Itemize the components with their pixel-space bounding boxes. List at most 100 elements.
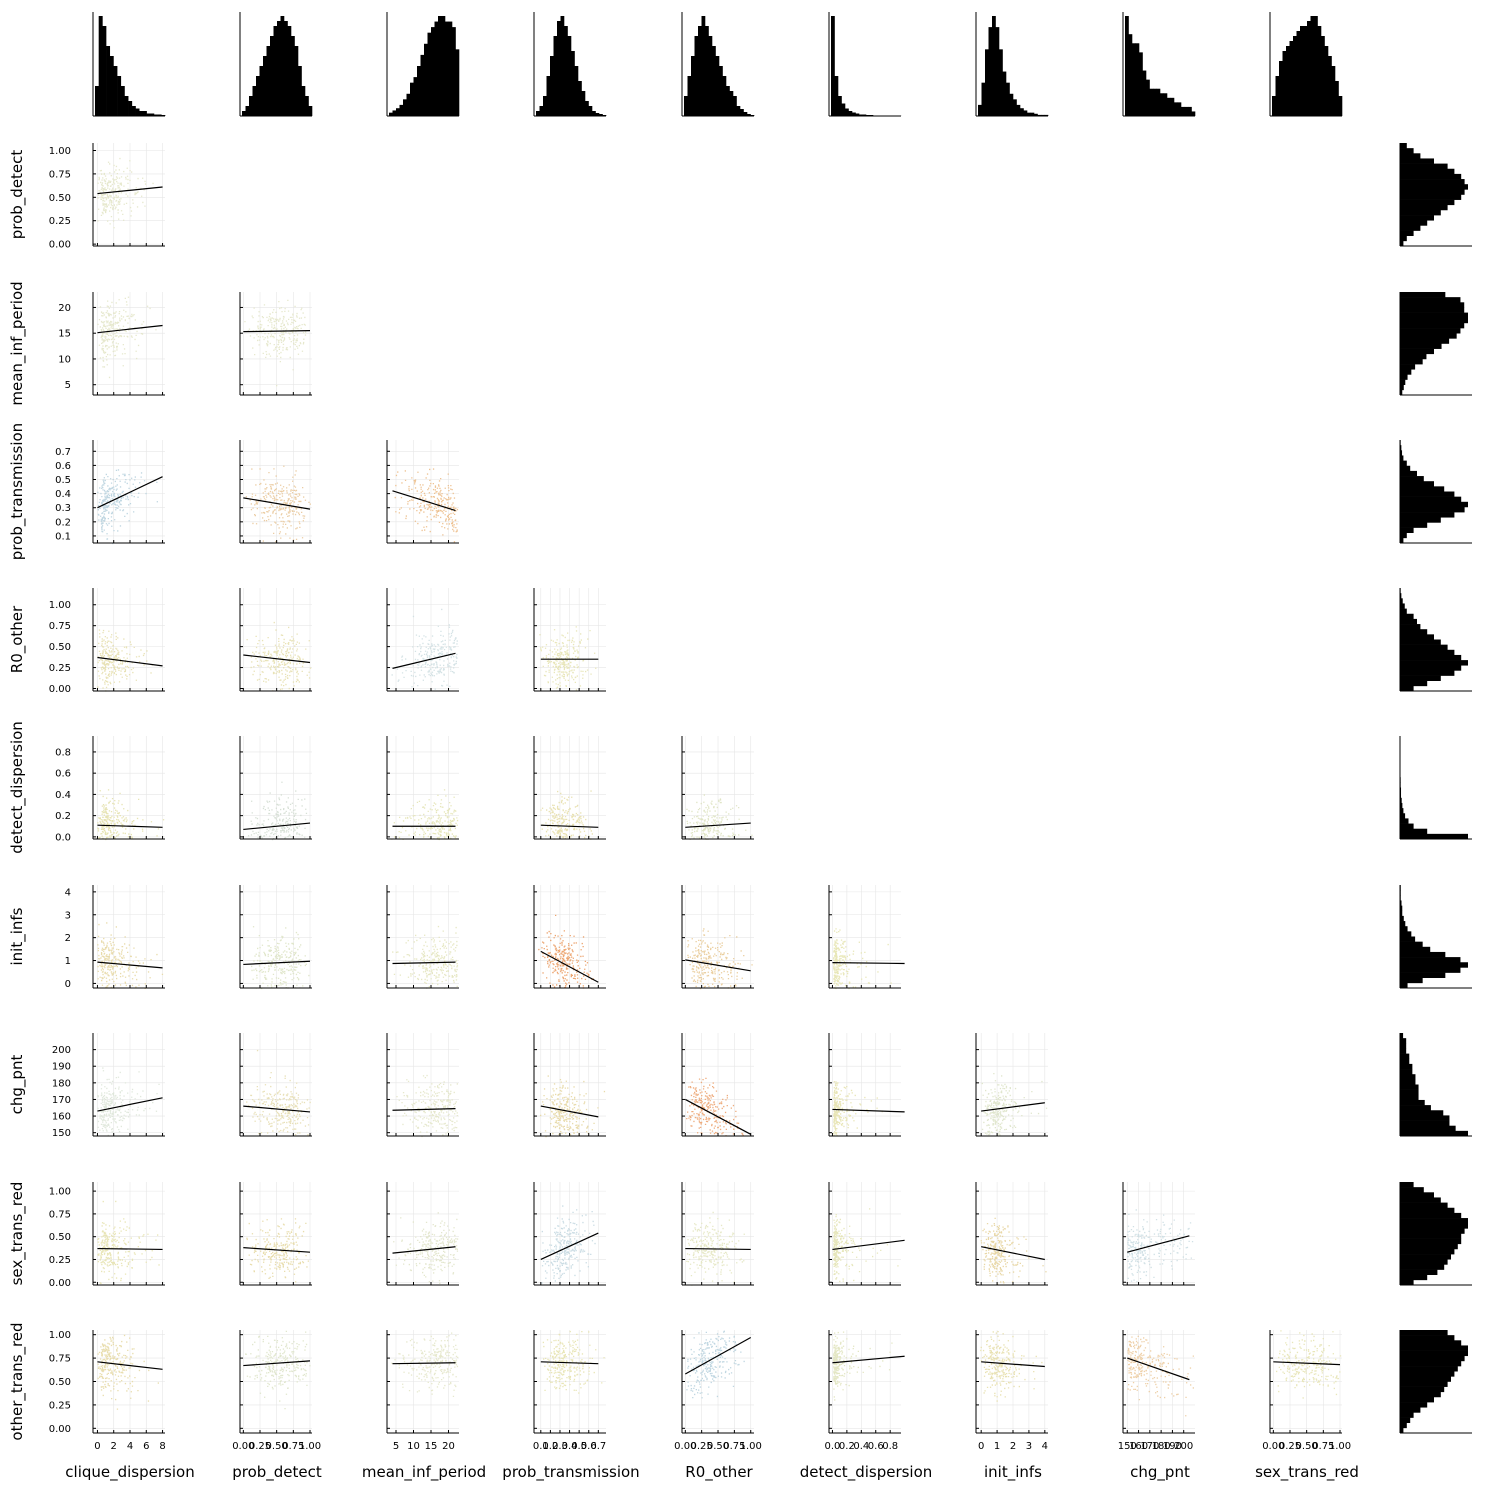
hist-bar-chg_pnt <box>1149 88 1154 116</box>
rhist-bar-mean_inf_period <box>1400 297 1461 303</box>
fit-line-init_infs-vs-mean_inf_period <box>392 961 456 965</box>
hist-bar-R0_other <box>747 114 751 116</box>
rhist-bar-sex_trans_red <box>1400 1264 1445 1270</box>
fit-line-sex_trans_red-vs-chg_pnt <box>1127 1235 1190 1253</box>
rhist-bar-R0_other <box>1400 603 1405 609</box>
x-tick-label-R0_other: 1.00 <box>740 1441 762 1452</box>
hist-bar-clique_dispersion <box>153 114 158 116</box>
fit-line-sex_trans_red-vs-clique_dispersion <box>97 1247 163 1251</box>
hist-bar-R0_other <box>694 36 699 116</box>
hist-bar-prob_detect <box>266 46 271 116</box>
hist-bar-init_infs <box>1016 104 1021 116</box>
rhist-bar-sex_trans_red <box>1400 1197 1441 1203</box>
y-tick-label-detect_dispersion: 0.2 <box>55 811 71 822</box>
rhist-bar-R0_other <box>1400 670 1455 676</box>
hist-bar-init_infs <box>978 104 982 116</box>
fit-line-chg_pnt-vs-prob_transmission <box>540 1105 599 1118</box>
x-tick-label-prob_transmission: 0.7 <box>590 1441 606 1452</box>
hist-bar-chg_pnt <box>1174 102 1178 116</box>
scatter-points-other_trans_red-vs-mean_inf_period <box>391 1332 459 1397</box>
rhist-bar-R0_other <box>1400 644 1448 651</box>
rhist-bar-init_infs <box>1400 951 1446 958</box>
hist-bar-mean_inf_period <box>427 32 432 116</box>
rhist-bar-other_trans_red <box>1400 1407 1421 1413</box>
rhist-bar-other_trans_red <box>1400 1391 1441 1398</box>
hist-bar-clique_dispersion <box>131 106 136 116</box>
x-tick-label-prob_detect: 0.00 <box>232 1441 254 1452</box>
scatter-points-chg_pnt-vs-prob_transmission <box>540 1075 606 1138</box>
rhist-bar-R0_other <box>1400 588 1401 594</box>
rhist-bar-prob_transmission <box>1400 455 1404 461</box>
col-label-detect_dispersion: detect_dispersion <box>800 1463 933 1482</box>
rhist-bar-prob_transmission <box>1400 450 1403 456</box>
hist-bar-detect_dispersion <box>841 103 846 116</box>
fit-line-other_trans_red-vs-R0_other <box>685 1336 752 1375</box>
rhist-bar-mean_inf_period <box>1400 369 1412 375</box>
rhist-bar-chg_pnt <box>1400 1058 1410 1065</box>
rhist-bar-init_infs <box>1400 982 1408 989</box>
hist-bar-detect_dispersion <box>845 108 849 116</box>
rhist-bar-sex_trans_red <box>1400 1187 1424 1193</box>
hist-bar-prob_detect <box>305 96 309 116</box>
rhist-bar-chg_pnt <box>1400 1048 1407 1054</box>
hist-bar-R0_other <box>736 106 741 116</box>
fit-line-chg_pnt-vs-R0_other <box>685 1098 752 1135</box>
hist-bar-prob_transmission <box>599 114 603 116</box>
rhist-bar-mean_inf_period <box>1400 307 1465 313</box>
scatter-points-R0_other-vs-prob_transmission <box>539 626 597 691</box>
hist-bar-prob_detect <box>301 86 306 116</box>
y-tick-label-prob_detect: 0.25 <box>49 216 71 227</box>
col-label-chg_pnt: chg_pnt <box>1130 1463 1190 1482</box>
rhist-bar-init_infs <box>1400 967 1461 973</box>
hist-bar-prob_transmission <box>574 66 579 116</box>
row-label-sex_trans_red: sex_trans_red <box>8 1182 27 1286</box>
x-tick-label-detect_dispersion: 0.0 <box>824 1441 840 1452</box>
scatter-points-prob_transmission-vs-mean_inf_period <box>394 468 459 543</box>
hist-bar-detect_dispersion <box>876 115 881 116</box>
y-tick-label-R0_other: 0.00 <box>49 684 71 695</box>
scatter-points-init_infs-vs-clique_dispersion <box>97 922 164 989</box>
rhist-bar-other_trans_red <box>1400 1402 1428 1408</box>
hist-bar-prob_detect <box>294 46 299 116</box>
hist-bar-prob_transmission <box>539 106 544 116</box>
hist-bar-mean_inf_period <box>431 27 435 116</box>
x-tick-label-chg_pnt: 200 <box>1174 1441 1193 1452</box>
rhist-bar-mean_inf_period <box>1400 364 1416 370</box>
rhist-bar-chg_pnt <box>1400 1094 1419 1101</box>
hist-bar-prob_transmission <box>543 96 547 116</box>
rhist-bar-prob_detect <box>1400 148 1414 154</box>
hist-bar-chg_pnt <box>1142 70 1147 116</box>
y-tick-label-mean_inf_period: 5 <box>65 380 71 391</box>
rhist-bar-other_trans_red <box>1400 1412 1414 1418</box>
rhist-bar-prob_transmission <box>1400 440 1401 446</box>
scatter-points-sex_trans_red-vs-detect_dispersion <box>833 1208 899 1283</box>
x-tick-label-R0_other: 0.25 <box>691 1441 713 1452</box>
hist-bar-chg_pnt <box>1125 16 1129 116</box>
y-tick-label-detect_dispersion: 0.4 <box>55 790 71 801</box>
rhist-bar-prob_transmission <box>1400 527 1414 533</box>
hist-bar-chg_pnt <box>1160 93 1164 116</box>
hist-bar-mean_inf_period <box>410 82 414 116</box>
scatter-points-init_infs-vs-prob_detect <box>251 926 310 990</box>
hist-bar-chg_pnt <box>1146 79 1150 116</box>
y-tick-label-init_infs: 0 <box>65 979 71 990</box>
hist-bar-sex_trans_red <box>1307 21 1311 116</box>
y-tick-label-chg_pnt: 190 <box>52 1062 71 1073</box>
col-label-prob_detect: prob_detect <box>232 1463 322 1482</box>
fit-line-R0_other-vs-mean_inf_period <box>392 652 456 669</box>
hist-bar-chg_pnt <box>1132 43 1136 116</box>
fit-line-sex_trans_red-vs-detect_dispersion <box>832 1239 905 1251</box>
hist-bar-prob_detect <box>263 56 267 116</box>
hist-bar-chg_pnt <box>1128 34 1133 116</box>
rhist-bar-init_infs <box>1400 905 1403 912</box>
scatter-points-R0_other-vs-prob_detect <box>246 621 312 692</box>
rhist-bar-init_infs <box>1400 900 1402 906</box>
x-tick-label-chg_pnt: 160 <box>1129 1441 1148 1452</box>
x-tick-label-detect_dispersion: 0.2 <box>839 1441 855 1452</box>
hist-bar-prob_transmission <box>592 111 596 116</box>
scatter-points-detect_dispersion-vs-R0_other <box>686 794 753 840</box>
row-label-prob_detect: prob_detect <box>8 150 27 240</box>
x-tick-label-chg_pnt: 150 <box>1118 1441 1137 1452</box>
rhist-bar-init_infs <box>1400 972 1446 978</box>
x-tick-label-init_infs: 0 <box>978 1441 984 1452</box>
